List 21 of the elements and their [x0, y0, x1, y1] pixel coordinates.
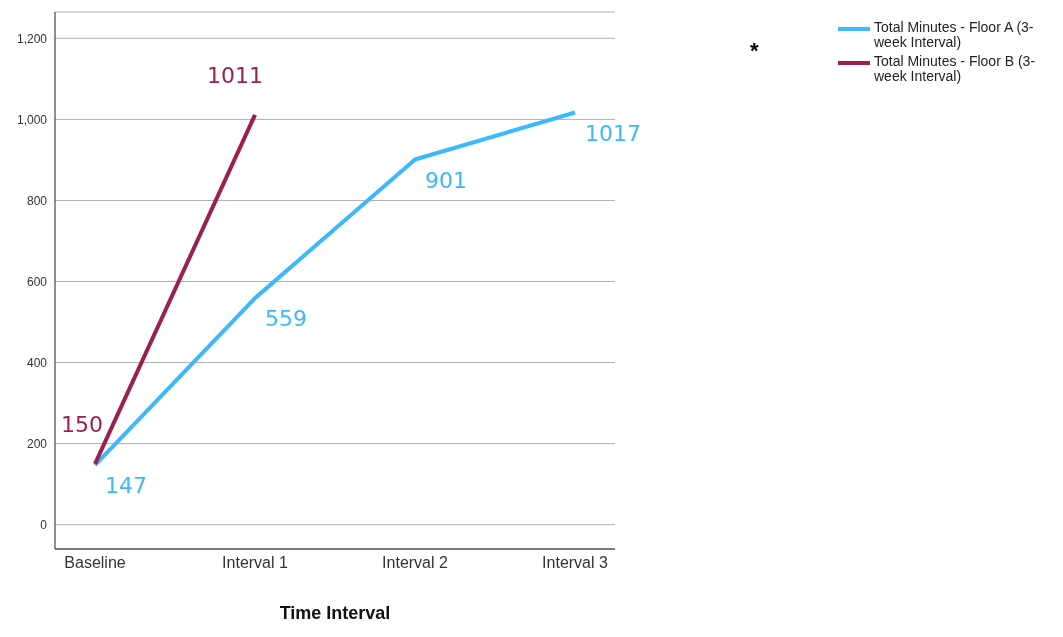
x-tick-label: Interval 1 — [222, 554, 289, 572]
y-tick-label: 200 — [26, 436, 48, 451]
data-label: 147 — [105, 473, 147, 499]
legend-label: Total Minutes - Floor A (3-week Interval) — [874, 19, 1035, 50]
y-tick-label: 600 — [26, 274, 48, 289]
data-label: 559 — [265, 306, 307, 332]
y-tick-label: 0 — [40, 517, 48, 532]
x-axis-title: Time Interval — [279, 603, 391, 623]
y-tick-label: 1,000 — [16, 112, 48, 127]
data-label: 1017 — [585, 120, 641, 146]
data-label: 1011 — [207, 62, 263, 88]
x-tick-label: Interval 2 — [382, 554, 449, 572]
y-tick-label: 800 — [26, 193, 48, 208]
x-tick-label: Interval 3 — [542, 554, 609, 572]
legend-label: Total Minutes - Floor B (3-week Interval) — [874, 53, 1037, 84]
x-tick-label: Baseline — [64, 554, 126, 572]
data-label: 901 — [425, 167, 467, 193]
y-tick-label: 1,200 — [16, 31, 48, 46]
data-label: 150 — [61, 411, 103, 437]
text: * — [750, 38, 759, 64]
y-tick-label: 400 — [26, 355, 48, 370]
